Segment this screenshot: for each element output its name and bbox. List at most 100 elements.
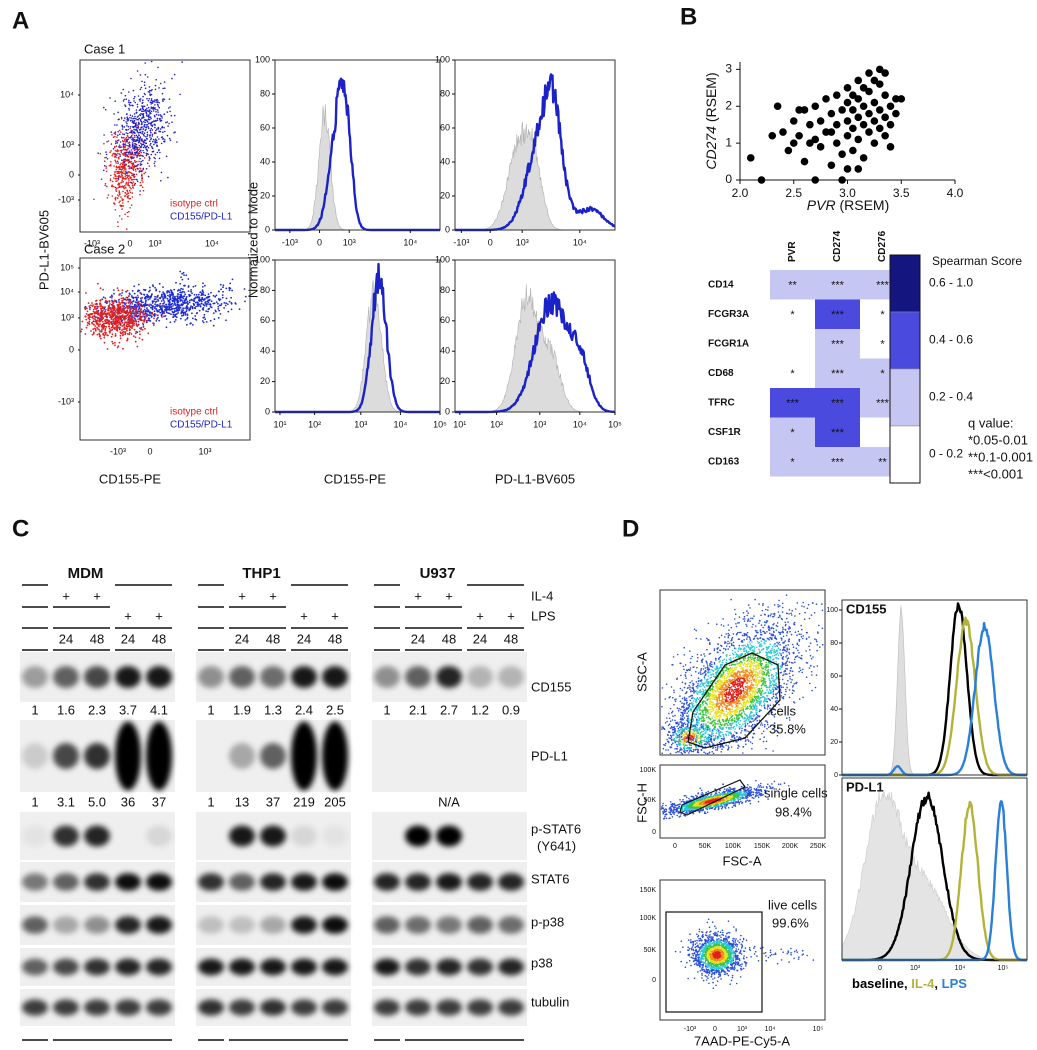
flow-dot bbox=[142, 302, 144, 304]
flow-dot bbox=[743, 618, 745, 620]
flow-dot bbox=[120, 163, 122, 165]
blot-band bbox=[115, 959, 141, 976]
point bbox=[881, 132, 889, 140]
flow-dot bbox=[782, 607, 784, 609]
flow-dot bbox=[697, 657, 699, 659]
flow-dot bbox=[110, 175, 112, 177]
blot-band bbox=[53, 743, 79, 769]
flow-dot bbox=[137, 164, 139, 166]
flow-dot bbox=[141, 180, 143, 182]
flow-dot bbox=[115, 171, 117, 173]
flow-dot bbox=[706, 662, 708, 664]
flow-dot bbox=[746, 625, 748, 627]
flow-dot bbox=[729, 655, 731, 657]
flow-dot bbox=[746, 646, 748, 648]
flow-dot bbox=[701, 660, 703, 662]
quantification: 37 bbox=[266, 794, 280, 809]
flow-dot bbox=[123, 170, 125, 172]
flow-dot bbox=[131, 179, 133, 181]
flow-dot bbox=[155, 301, 157, 303]
flow-dot bbox=[135, 146, 137, 148]
blot-band bbox=[198, 873, 224, 891]
treatment-mark: + bbox=[476, 608, 484, 623]
flow-dot bbox=[704, 676, 706, 678]
flow-dot bbox=[788, 652, 790, 654]
flow-dot bbox=[721, 624, 723, 626]
flow-dot bbox=[789, 609, 791, 611]
flow-dot bbox=[177, 298, 179, 300]
flow-dot bbox=[100, 153, 102, 155]
flow-dot bbox=[111, 143, 113, 145]
flow-dot bbox=[762, 604, 764, 606]
x-tick-label: 10⁴ bbox=[573, 419, 587, 429]
flow-dot bbox=[710, 677, 712, 679]
flow-dot bbox=[779, 649, 781, 651]
flow-dot bbox=[779, 605, 781, 607]
flow-dot bbox=[762, 627, 764, 629]
flow-dot bbox=[142, 315, 144, 317]
flow-dot bbox=[125, 178, 127, 180]
y-tick-label: 0 bbox=[265, 224, 270, 234]
y-tick-label: 60 bbox=[260, 122, 270, 132]
flow-dot bbox=[708, 672, 710, 674]
flow-dot bbox=[150, 311, 152, 313]
y-tick-label: 40 bbox=[260, 346, 270, 356]
flow-dot bbox=[229, 301, 231, 303]
flow-dot bbox=[747, 636, 749, 638]
flow-dot bbox=[145, 310, 147, 312]
flow-dot bbox=[693, 666, 695, 668]
flow-dot bbox=[780, 653, 782, 655]
flow-dot bbox=[128, 162, 130, 164]
flow-dot bbox=[788, 628, 790, 630]
flow-dot bbox=[184, 291, 186, 293]
flow-dot bbox=[715, 747, 717, 749]
flow-dot bbox=[743, 639, 745, 641]
flow-dot bbox=[151, 312, 153, 314]
flow-dot bbox=[162, 93, 164, 95]
point bbox=[779, 128, 787, 136]
flow-dot bbox=[202, 282, 204, 284]
blot-band bbox=[53, 999, 79, 1015]
flow-dot bbox=[154, 161, 156, 163]
flow-dot bbox=[199, 292, 201, 294]
flow-dot bbox=[752, 624, 754, 626]
flow-dot bbox=[119, 134, 121, 136]
flow-dot bbox=[131, 139, 133, 141]
flow-dot bbox=[725, 649, 727, 651]
blot-band bbox=[405, 999, 431, 1015]
flow-dot bbox=[131, 149, 133, 151]
flow-dot bbox=[169, 98, 171, 100]
blot-band bbox=[84, 999, 110, 1015]
flow-dot bbox=[146, 148, 148, 150]
flow-dot bbox=[124, 321, 126, 323]
blot-band bbox=[146, 916, 172, 934]
flow-dot bbox=[784, 694, 786, 696]
flow-dot bbox=[702, 673, 704, 675]
flow-dot bbox=[150, 103, 152, 105]
quantification: 1 bbox=[207, 794, 214, 809]
flow-dot bbox=[110, 311, 112, 313]
y-tick-label: 0 bbox=[265, 406, 270, 416]
flow-dot bbox=[141, 123, 143, 125]
flow-dot bbox=[121, 292, 123, 294]
flow-dot bbox=[183, 274, 185, 276]
flow-dot bbox=[225, 305, 227, 307]
flow-dot bbox=[152, 151, 154, 153]
flow-dot bbox=[776, 677, 778, 679]
flow-dot bbox=[140, 292, 142, 294]
flow-dot bbox=[226, 298, 228, 300]
flow-dot bbox=[733, 657, 735, 659]
flow-dot bbox=[192, 318, 194, 320]
flow-dot bbox=[775, 672, 777, 674]
flow-dot bbox=[761, 722, 763, 724]
flow-dot bbox=[771, 628, 773, 630]
flow-dot bbox=[132, 130, 134, 132]
flow-dot bbox=[117, 161, 119, 163]
flow-dot bbox=[142, 117, 144, 119]
row-label: CD163 bbox=[708, 456, 740, 467]
flow-dot bbox=[159, 291, 161, 293]
flow-dot bbox=[164, 139, 166, 141]
flow-dot bbox=[132, 142, 134, 144]
flow-dot bbox=[213, 312, 215, 314]
point bbox=[747, 154, 755, 162]
